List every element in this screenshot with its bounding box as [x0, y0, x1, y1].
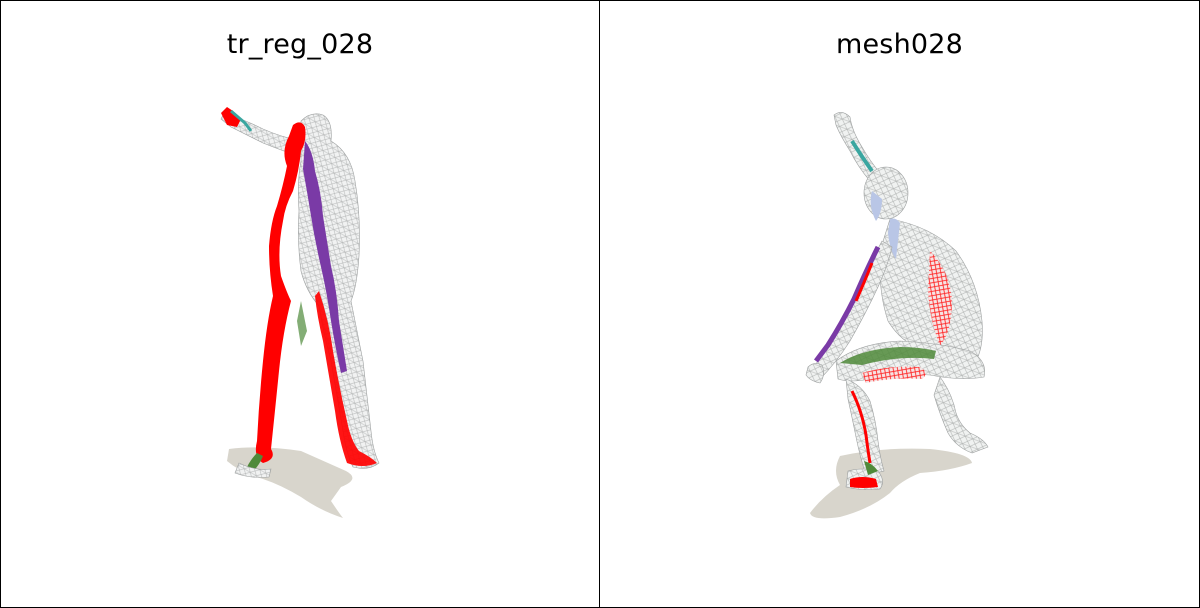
viewport-title-left: tr_reg_028	[226, 29, 374, 60]
floor-shadow-right	[810, 448, 972, 519]
figure-purple-strip-left	[303, 141, 347, 373]
figure-hand-left	[221, 107, 241, 127]
mesh-render-left	[220, 107, 380, 518]
viewport-title-right: mesh028	[835, 29, 964, 60]
figure-arm-left	[220, 110, 302, 158]
floor-shadow-left	[227, 447, 353, 518]
figure-red-surface-left	[255, 122, 306, 463]
viewport-left[interactable]: tr_reg_028	[0, 0, 600, 608]
mesh-render-right	[805, 112, 989, 519]
viewport-right[interactable]: mesh028	[599, 0, 1200, 608]
figure-head-right	[863, 166, 909, 220]
